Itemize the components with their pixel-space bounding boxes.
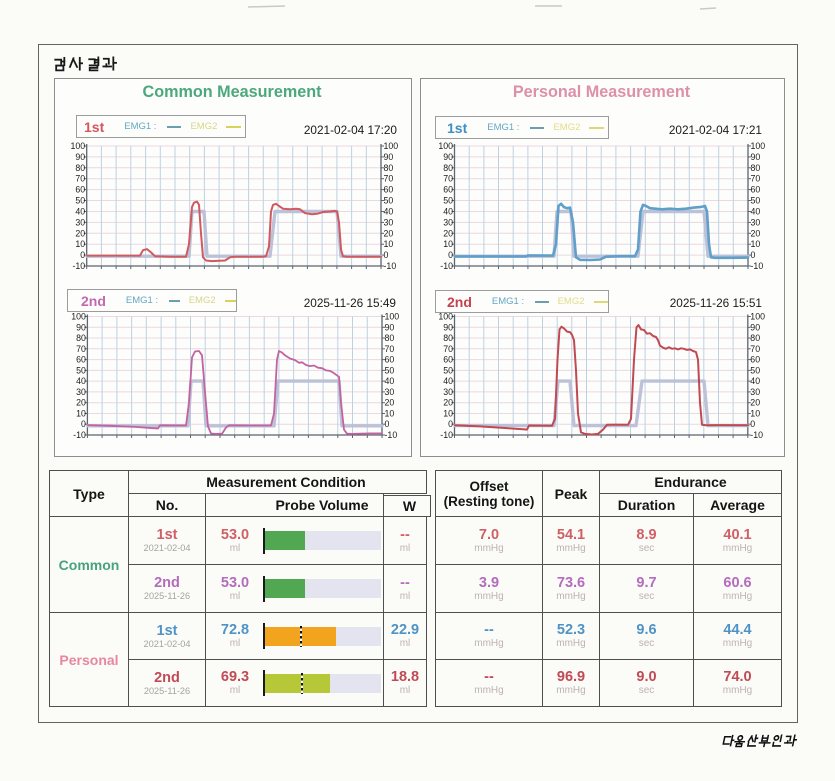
svg-text:10: 10 (385, 409, 395, 419)
svg-text:60: 60 (75, 185, 85, 195)
svg-text:100: 100 (751, 141, 766, 151)
svg-text:50: 50 (751, 196, 761, 206)
svg-text:50: 50 (750, 365, 760, 375)
svg-text:30: 30 (385, 387, 395, 397)
svg-text:80: 80 (443, 333, 453, 343)
svg-text:70: 70 (385, 344, 395, 354)
svg-text:70: 70 (76, 344, 86, 354)
svg-text:90: 90 (443, 322, 453, 332)
svg-text:50: 50 (75, 196, 85, 206)
svg-text:40: 40 (751, 207, 761, 217)
svg-text:90: 90 (75, 152, 85, 162)
svg-text:20: 20 (385, 398, 395, 408)
svg-text:50: 50 (384, 196, 394, 206)
svg-text:20: 20 (443, 398, 453, 408)
svg-text:30: 30 (443, 217, 453, 227)
svg-text:0: 0 (81, 419, 86, 429)
svg-text:100: 100 (385, 312, 400, 322)
svg-text:-10: -10 (384, 261, 397, 271)
svg-text:40: 40 (443, 207, 453, 217)
svg-text:20: 20 (384, 228, 394, 238)
svg-text:10: 10 (443, 239, 453, 249)
svg-text:30: 30 (76, 387, 86, 397)
svg-text:60: 60 (751, 185, 761, 195)
svg-text:90: 90 (443, 152, 453, 162)
svg-text:50: 50 (385, 365, 395, 375)
svg-text:20: 20 (443, 228, 453, 238)
svg-text:30: 30 (750, 387, 760, 397)
svg-text:60: 60 (384, 185, 394, 195)
svg-text:100: 100 (384, 141, 399, 151)
svg-text:100: 100 (438, 312, 453, 322)
svg-text:20: 20 (75, 228, 85, 238)
svg-text:-10: -10 (385, 430, 398, 440)
svg-text:-10: -10 (72, 261, 85, 271)
svg-text:0: 0 (448, 419, 453, 429)
svg-text:60: 60 (443, 185, 453, 195)
svg-text:80: 80 (75, 163, 85, 173)
svg-text:0: 0 (448, 250, 453, 260)
svg-text:80: 80 (750, 333, 760, 343)
svg-text:70: 70 (751, 174, 761, 184)
svg-text:80: 80 (751, 163, 761, 173)
svg-text:70: 70 (443, 344, 453, 354)
svg-text:90: 90 (384, 152, 394, 162)
svg-text:60: 60 (750, 355, 760, 365)
svg-text:40: 40 (384, 207, 394, 217)
svg-text:-10: -10 (750, 430, 763, 440)
svg-text:50: 50 (443, 365, 453, 375)
svg-text:-10: -10 (751, 261, 764, 271)
svg-text:60: 60 (76, 355, 86, 365)
svg-text:100: 100 (71, 141, 86, 151)
svg-text:-10: -10 (73, 430, 86, 440)
svg-text:0: 0 (751, 250, 756, 260)
svg-text:20: 20 (76, 398, 86, 408)
svg-text:40: 40 (76, 376, 86, 386)
svg-text:10: 10 (75, 239, 85, 249)
svg-text:90: 90 (76, 322, 86, 332)
svg-text:-10: -10 (440, 430, 453, 440)
svg-text:40: 40 (750, 376, 760, 386)
svg-text:-10: -10 (440, 261, 453, 271)
svg-text:0: 0 (750, 419, 755, 429)
svg-text:60: 60 (443, 355, 453, 365)
svg-text:0: 0 (385, 419, 390, 429)
svg-text:80: 80 (384, 163, 394, 173)
svg-text:60: 60 (385, 355, 395, 365)
svg-text:90: 90 (385, 322, 395, 332)
svg-text:70: 70 (384, 174, 394, 184)
svg-text:10: 10 (443, 409, 453, 419)
svg-text:10: 10 (750, 409, 760, 419)
svg-text:10: 10 (751, 239, 761, 249)
svg-text:90: 90 (751, 152, 761, 162)
svg-text:70: 70 (443, 174, 453, 184)
svg-text:20: 20 (750, 398, 760, 408)
svg-text:0: 0 (80, 250, 85, 260)
svg-text:30: 30 (751, 217, 761, 227)
svg-text:10: 10 (76, 409, 86, 419)
svg-text:50: 50 (443, 196, 453, 206)
svg-text:90: 90 (750, 322, 760, 332)
svg-text:40: 40 (385, 376, 395, 386)
svg-text:50: 50 (76, 365, 86, 375)
svg-text:80: 80 (385, 333, 395, 343)
svg-text:70: 70 (750, 344, 760, 354)
svg-text:70: 70 (75, 174, 85, 184)
svg-text:40: 40 (75, 207, 85, 217)
svg-text:10: 10 (384, 239, 394, 249)
svg-text:30: 30 (443, 387, 453, 397)
svg-text:40: 40 (443, 376, 453, 386)
svg-text:0: 0 (384, 250, 389, 260)
svg-text:80: 80 (443, 163, 453, 173)
svg-text:20: 20 (751, 228, 761, 238)
svg-text:30: 30 (75, 217, 85, 227)
svg-text:100: 100 (438, 141, 453, 151)
svg-text:100: 100 (71, 312, 86, 322)
svg-text:30: 30 (384, 217, 394, 227)
svg-text:80: 80 (76, 333, 86, 343)
svg-text:100: 100 (750, 312, 765, 322)
